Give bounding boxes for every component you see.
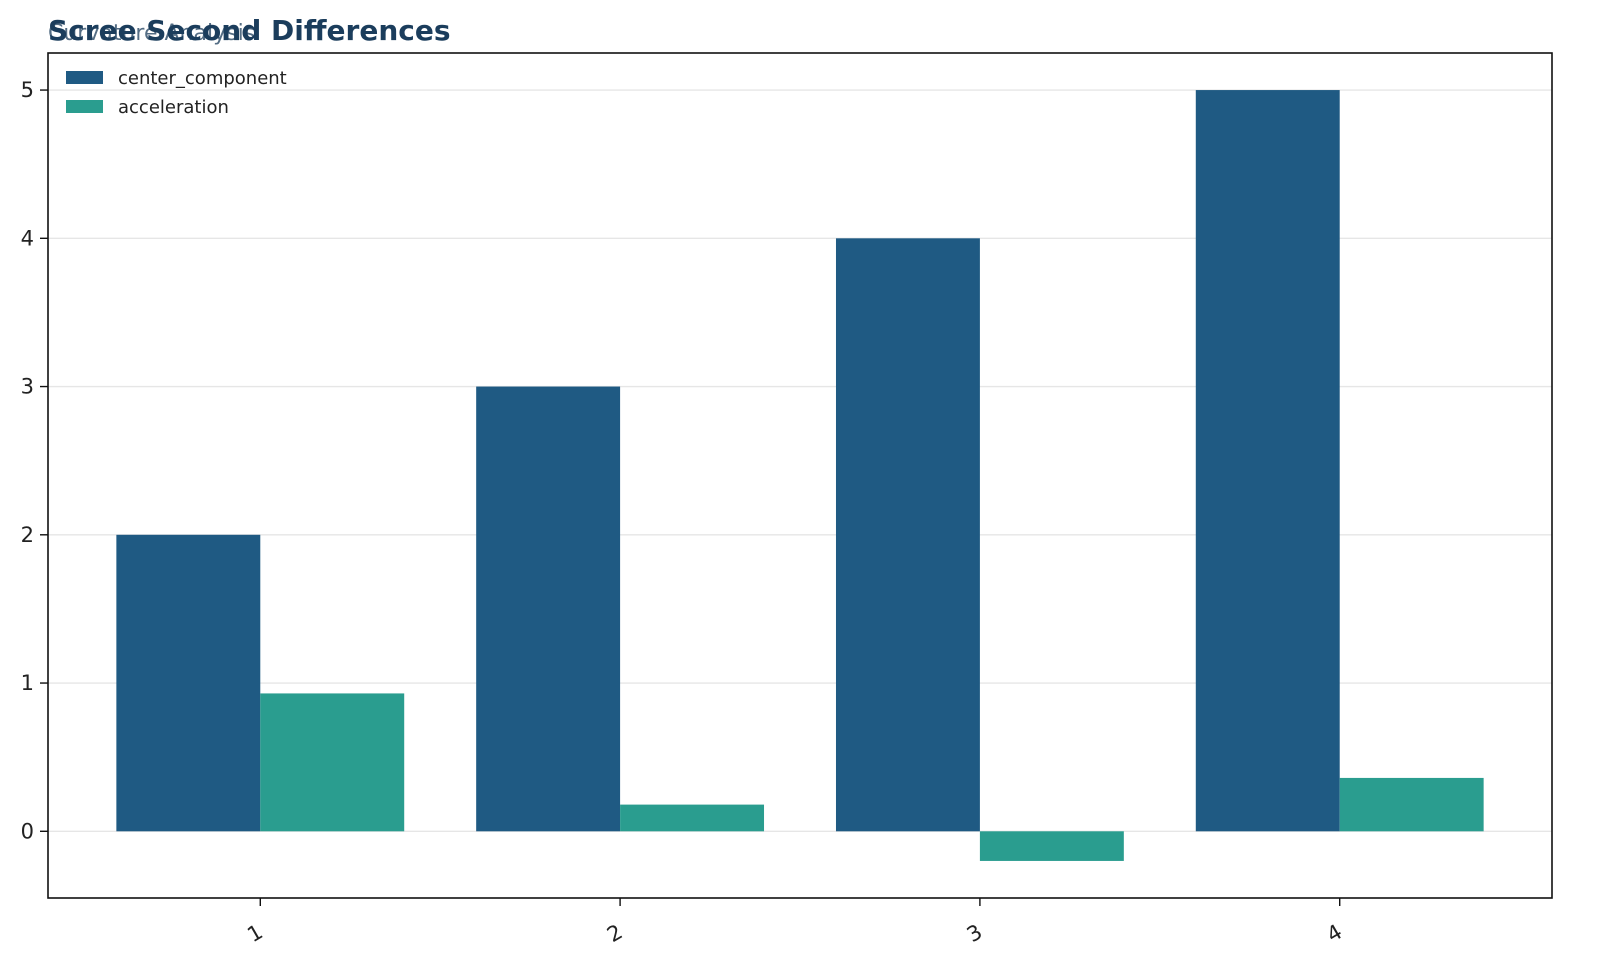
y-tick-label: 2 [21, 523, 34, 547]
bar-center_component-2 [476, 386, 621, 832]
legend-label-acceleration: acceleration [118, 97, 229, 118]
bar-acceleration-2 [620, 804, 765, 832]
bar-center_component-1 [116, 534, 261, 832]
y-tick-label: 0 [21, 819, 34, 843]
bar-acceleration-4 [1339, 777, 1484, 832]
x-tick-label: 4 [1323, 920, 1347, 947]
y-tick-label: 4 [21, 226, 34, 250]
legend-swatch-center_component [66, 71, 103, 84]
bar-acceleration-1 [260, 693, 405, 832]
x-tick-label: 1 [243, 920, 267, 947]
legend-swatch-acceleration [66, 100, 103, 113]
y-axis: 0 1 2 3 4 5 [21, 78, 48, 843]
legend-label-center_component: center_component [118, 68, 287, 89]
y-tick-label: 1 [21, 671, 34, 695]
chart-subtitle: Curvature Analysis [48, 21, 255, 46]
legend: center_component acceleration [66, 68, 287, 118]
y-tick-label: 3 [21, 375, 34, 399]
bar-center_component-3 [835, 238, 980, 832]
plot-frame [47, 52, 1553, 899]
bar-series [116, 90, 1484, 861]
x-tick-label: 3 [963, 920, 987, 947]
x-tick-label: 2 [603, 920, 627, 947]
x-axis: 1 2 3 4 [243, 898, 1346, 947]
y-tick-label: 5 [21, 78, 34, 102]
chart-title: Scree Second Differences [48, 14, 451, 47]
bar-acceleration-3 [979, 831, 1124, 861]
bar-center_component-4 [1195, 90, 1340, 832]
